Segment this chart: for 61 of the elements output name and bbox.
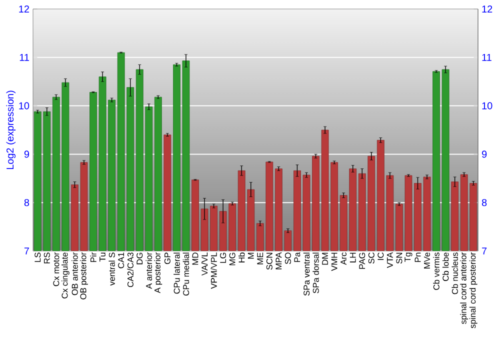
x-tick-label: GP [164,252,170,264]
x-tick-label: A posterior [154,252,162,294]
x-tick-label: ME [257,252,264,264]
x-tick-label: Pa [294,252,300,262]
x-tick-label: spinal cord anterior [460,252,468,324]
y-axis-title: Log2 (expression) [6,90,16,170]
y2-tick-label: 10 [482,102,492,110]
x-tick-label: RS [44,252,50,264]
x-tick-label: VTA [387,252,393,268]
y-tick-label: 11 [20,54,29,61]
x-tick-label: SO [284,252,291,264]
x-tick-label: PAG [359,252,366,269]
x-tick-label: OB posterior [80,252,88,300]
x-tick-label: LG [220,252,226,263]
x-tick-label: Cb lobe [442,252,449,281]
x-tick-label: A anterior [146,252,152,289]
x-tick-label: Cb nucleus [452,252,458,294]
x-tick-label: CA1 [118,252,124,268]
x-tick-label: Cx cingulate [61,252,70,298]
x-tick-label: Pir [90,252,96,262]
x-tick-label: DG [136,252,143,264]
x-tick-label: Tu [100,252,106,262]
x-tick-label: spinal cord posterior [469,252,478,328]
x-tick-label: CPu lateral [174,252,180,294]
y2-tick-label: 12 [482,6,492,12]
x-tick-label: Cx motor [53,252,60,286]
x-tick-label: MG [229,252,236,266]
y-tick-label: 12 [19,6,29,12]
x-tick-label: VA/VL [201,252,208,276]
y2-tick-label: 9 [482,150,487,158]
x-tick-label: IC [378,252,384,260]
x-tick-label: SC [368,252,374,264]
x-tick-label: DM [322,252,328,265]
y2-tick-label: 8 [482,199,487,206]
y2-tick-label: 11 [482,54,492,61]
x-tick-label: SN [396,252,402,264]
x-tick-label: LS [34,252,41,262]
y-tick-label: 8 [24,199,30,206]
x-tick-label: SCN [266,252,272,270]
y-tick-label: 9 [24,150,30,158]
x-tick-label: MD [192,252,198,265]
x-tick-label: Hb [238,252,245,262]
x-tick-label: OB anterior [72,252,78,296]
x-tick-label: MPA [276,252,282,270]
y-tick-label: 10 [19,102,30,110]
x-tick-label: VMH [331,252,338,271]
x-tick-label: Tg [404,252,412,262]
x-tick-label: ventral S [108,252,115,286]
x-tick-label: Cb vermis [433,252,440,290]
x-tick-label: Pn [414,252,421,262]
x-tick-label: M [248,252,254,259]
x-tick-label: MVe [424,252,430,268]
x-tick-label: LH [350,252,356,262]
y2-tick-label: 7 [482,248,487,254]
y-tick-label: 7 [24,248,29,254]
x-tick-label: SPa ventral [303,252,310,296]
x-tick-label: CA2/CA3 [127,252,134,288]
x-tick-label: SPa dorsal [312,252,319,294]
x-tick-label: Arc [340,252,347,265]
x-tick-label: CPu medial [182,252,190,296]
x-tick-label: VPM/VPL [210,252,217,289]
